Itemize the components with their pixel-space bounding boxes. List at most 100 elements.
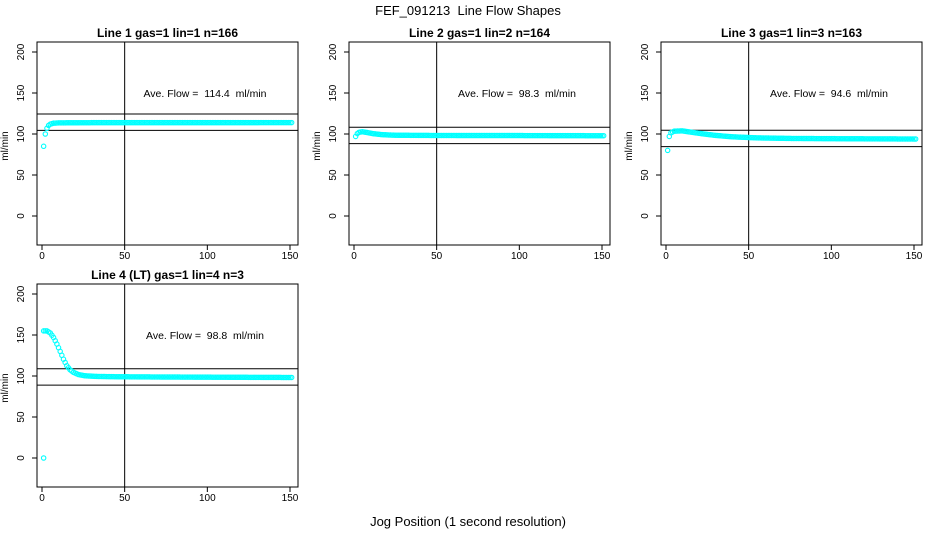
data-point <box>277 119 283 126</box>
data-point <box>189 119 196 126</box>
data-point <box>214 374 221 380</box>
x-tick-label: 50 <box>119 493 131 504</box>
data-point <box>496 132 503 139</box>
data-point <box>551 132 557 139</box>
data-point <box>556 132 562 139</box>
panel-line3-chart: Line 3 gas=1 lin=3 n=163 0 50 100 150 0 50 100 1… <box>624 26 923 262</box>
data-point <box>557 132 564 139</box>
data-point <box>579 132 585 139</box>
y-tick-label: 200 <box>640 43 651 60</box>
data-point <box>199 119 206 126</box>
data-point <box>514 132 521 139</box>
data-point <box>244 119 250 126</box>
data-point <box>95 119 101 126</box>
data-point <box>437 132 443 139</box>
data-point <box>234 374 240 381</box>
data-point <box>443 132 450 139</box>
data-point <box>179 374 186 380</box>
data-point <box>898 136 904 142</box>
data-points <box>664 128 919 154</box>
panel-title: Line 4 (LT) gas=1 lin=4 n=3 <box>91 268 244 282</box>
data-point <box>463 132 470 139</box>
y-tick-label: 50 <box>16 411 27 423</box>
data-point <box>894 136 901 142</box>
data-point <box>194 119 201 126</box>
y-axis-label: ml/min <box>624 131 635 160</box>
data-point <box>150 119 156 126</box>
data-points <box>40 328 295 461</box>
data-point <box>447 132 453 139</box>
data-point <box>239 374 245 381</box>
x-tick-label: 0 <box>39 493 45 504</box>
data-point <box>226 374 232 381</box>
data-point <box>567 132 574 139</box>
x-axis-ticks: 0 50 100 150 <box>351 245 611 262</box>
data-point <box>60 120 67 126</box>
y-tick-label: 150 <box>16 84 27 101</box>
data-point <box>582 132 589 139</box>
data-point <box>40 455 47 461</box>
data-point <box>224 119 230 126</box>
y-tick-label: 200 <box>16 285 27 302</box>
data-point <box>518 132 524 139</box>
data-point <box>501 132 508 139</box>
y-axis-ticks: 0 50 100 150 200 <box>640 43 661 219</box>
x-tick-label: 100 <box>823 251 840 262</box>
data-point <box>204 374 211 380</box>
data-point <box>239 119 245 126</box>
data-point <box>173 119 179 126</box>
y-tick-label: 0 <box>16 455 27 461</box>
data-point <box>120 119 126 126</box>
x-tick-label: 0 <box>351 251 357 262</box>
data-point <box>912 136 919 142</box>
data-point <box>254 119 260 126</box>
data-point <box>264 119 270 126</box>
data-point <box>793 135 800 142</box>
data-point <box>234 119 240 126</box>
plot-box <box>660 41 923 246</box>
data-point <box>131 119 138 126</box>
data-point <box>878 136 884 142</box>
y-tick-label: 100 <box>16 367 27 384</box>
data-point <box>164 119 171 126</box>
data-point <box>154 119 161 126</box>
data-point <box>140 119 146 126</box>
x-axis-ticks: 0 50 100 150 <box>663 245 923 262</box>
data-point <box>664 147 671 154</box>
panel-line2-chart: Line 2 gas=1 lin=2 n=164 0 50 100 150 0 50 100 1… <box>312 26 611 262</box>
data-point <box>597 132 604 139</box>
data-point <box>229 119 235 126</box>
x-tick-label: 50 <box>119 251 131 262</box>
data-point <box>541 132 547 139</box>
data-point <box>125 119 131 126</box>
data-point <box>269 119 275 126</box>
y-tick-label: 100 <box>640 125 651 142</box>
y-axis-ticks: 0 50 100 150 200 <box>328 43 349 219</box>
panel-title: Line 1 gas=1 lin=1 n=166 <box>97 26 238 40</box>
data-point <box>283 374 290 381</box>
y-tick-label: 100 <box>16 125 27 142</box>
data-point <box>288 119 295 126</box>
y-axis-ticks: 0 50 100 150 200 <box>16 43 37 219</box>
y-tick-label: 150 <box>16 326 27 343</box>
data-point <box>151 119 158 126</box>
data-point <box>42 131 49 137</box>
data-point <box>259 119 265 126</box>
y-axis-label: ml/min <box>312 131 323 160</box>
avg-flow-annotation: Ave. Flow = 98.3 ml/min <box>458 88 576 100</box>
x-tick-label: 100 <box>199 493 216 504</box>
data-point <box>476 132 483 139</box>
data-point <box>264 374 270 381</box>
x-tick-label: 0 <box>663 251 669 262</box>
data-point <box>594 132 600 139</box>
data-point <box>148 119 154 126</box>
data-point <box>217 119 224 126</box>
data-point <box>278 119 285 126</box>
y-axis-label: ml/min <box>0 373 11 402</box>
data-point <box>186 119 192 126</box>
data-point <box>227 119 234 126</box>
data-point <box>245 119 252 126</box>
panel-title: Line 2 gas=1 lin=2 n=164 <box>409 26 550 40</box>
y-axis-ticks: 0 50 100 150 200 <box>16 285 37 461</box>
avg-flow-annotation: Ave. Flow = 98.8 ml/min <box>146 330 264 342</box>
